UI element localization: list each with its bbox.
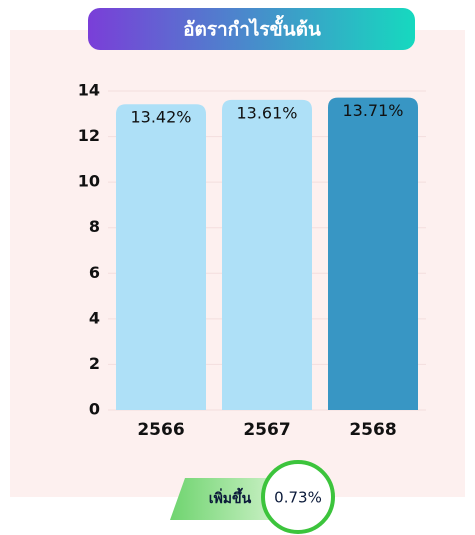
y-tick-label: 4 [89, 308, 100, 327]
bar [328, 97, 418, 411]
annotation-value: 0.73% [274, 489, 322, 507]
x-tick-label: 2568 [349, 420, 396, 440]
x-tick-label: 2566 [137, 420, 184, 440]
plot: 0 2 4 6 8 10 12 14 2566 13.42% 2567 13.61% 2568 13.71… [78, 81, 426, 440]
annotation-tag [170, 478, 275, 520]
value-label: 13.71% [342, 101, 403, 120]
y-tick-label: 12 [78, 126, 100, 145]
y-tick-label: 2 [89, 354, 100, 373]
bar [116, 104, 206, 411]
x-tick-label: 2567 [243, 420, 290, 440]
value-label: 13.61% [236, 103, 297, 122]
value-label: 13.42% [130, 108, 191, 127]
annotation-text: เพิ่มขึ้น [209, 487, 252, 507]
y-tick-label: 0 [89, 400, 100, 419]
title-pill [88, 8, 415, 50]
annotation-circle [261, 460, 335, 534]
y-tick-label: 6 [89, 263, 100, 282]
chart-title: อัตรากำไรขั้นต้น [183, 15, 321, 41]
y-tick-label: 14 [78, 81, 100, 100]
y-tick-label: 8 [89, 217, 100, 236]
bar [222, 99, 312, 411]
y-tick-label: 10 [78, 172, 100, 191]
